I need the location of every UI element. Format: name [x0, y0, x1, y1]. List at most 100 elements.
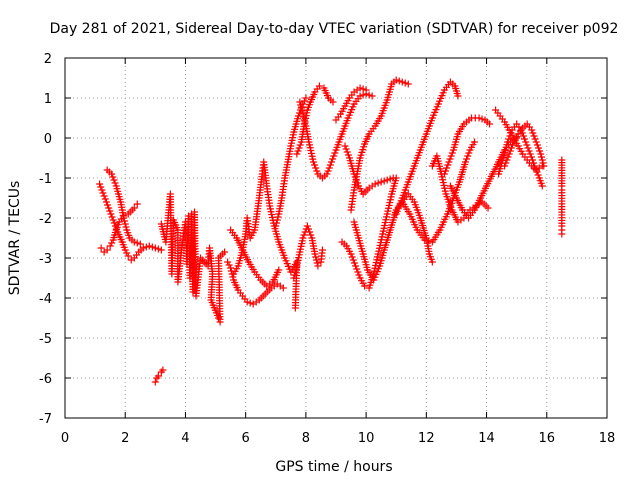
data-point-fill: [121, 220, 129, 228]
data-point: [136, 240, 144, 248]
y-tick-label: -3: [39, 252, 52, 267]
data-point-fill: [306, 228, 314, 236]
data-point-fill: [249, 266, 257, 273]
data-point-fill: [304, 135, 312, 143]
data-point-fill: [507, 129, 515, 137]
data-point-fill: [443, 164, 451, 172]
data-point-fill: [291, 271, 299, 279]
data-point-fill: [231, 231, 239, 239]
x-tick-label: 12: [418, 431, 435, 446]
data-point-fill: [265, 199, 273, 207]
data-point: [398, 78, 406, 86]
data-point-fill: [110, 176, 118, 184]
data-point-fill: [280, 177, 288, 185]
data-point-fill: [365, 91, 373, 99]
data-point-fill: [238, 249, 246, 257]
data-point-fill: [236, 289, 244, 297]
data-point-fill: [507, 144, 515, 152]
data-point-fill: [387, 193, 395, 201]
data-point-fill: [374, 179, 382, 187]
data-point-fill: [461, 161, 469, 168]
data-point-fill: [107, 210, 115, 218]
data-point-fill: [142, 243, 150, 251]
data-point-fill: [283, 161, 291, 169]
data-point-fill: [348, 91, 356, 99]
data-point-fill: [533, 168, 541, 176]
data-point-fill: [538, 156, 546, 164]
y-tick-label: -1: [39, 172, 52, 187]
data-point-fill: [513, 133, 521, 141]
data-point-fill: [114, 221, 122, 229]
data-point-fill: [122, 223, 130, 231]
data-point-fill: [529, 129, 537, 137]
data-point-fill: [382, 99, 390, 107]
data-point-fill: [517, 147, 525, 155]
data-point-fill: [521, 153, 529, 161]
data-point-fill: [173, 224, 181, 231]
data-point-fill: [321, 172, 329, 180]
data-point-fill: [354, 95, 362, 103]
data-point-fill: [427, 255, 435, 263]
x-axis-label: GPS time / hours: [275, 459, 392, 475]
data-point-fill: [350, 189, 358, 197]
data-point-fill: [344, 97, 352, 105]
data-point: [124, 252, 132, 260]
data-point-fill: [241, 233, 249, 241]
data-point-fill: [525, 147, 533, 155]
data-point-fill: [280, 251, 288, 259]
data-point-fill: [509, 141, 517, 149]
data-point: [302, 94, 310, 102]
data-point: [303, 222, 311, 230]
data-point-fill: [137, 246, 145, 254]
data-point-fill: [104, 201, 112, 209]
data-point-fill: [359, 85, 367, 93]
data-point-fill: [128, 236, 136, 244]
data-point-fill: [295, 144, 303, 152]
chart-title: Day 281 of 2021, Sidereal Day-to-day VTE…: [50, 21, 619, 37]
data-point: [404, 80, 412, 88]
y-tick-label: 0: [44, 132, 52, 147]
y-tick-label: -6: [39, 372, 52, 387]
data-point-fill: [409, 165, 417, 173]
data-point-fill: [323, 92, 331, 99]
data-point-fill: [342, 145, 350, 153]
data-point-fill: [241, 295, 249, 303]
data-point-fill: [376, 115, 384, 122]
data-point: [526, 150, 534, 158]
data-point-fill: [99, 189, 107, 197]
data-point-fill: [493, 160, 501, 168]
data-point-fill: [154, 245, 162, 253]
data-point: [96, 180, 104, 188]
data-point-fill: [310, 91, 318, 98]
data-point-fill: [527, 153, 535, 161]
data-point-fill: [300, 116, 308, 124]
data-point-fill: [117, 236, 125, 243]
data-point-fill: [530, 132, 538, 140]
data-point-fill: [534, 171, 542, 179]
data-point-fill: [465, 116, 473, 124]
data-point-fill: [125, 231, 133, 239]
data-point-fill: [219, 250, 227, 258]
data-point-fill: [289, 131, 297, 139]
data-point-fill: [273, 216, 281, 224]
data-point-fill: [403, 181, 411, 189]
data-point-fill: [537, 179, 545, 187]
x-tick-label: 2: [121, 431, 129, 446]
data-point-fill: [255, 273, 263, 281]
data-point: [501, 162, 509, 170]
data-point-fill: [300, 231, 308, 239]
data-point-fill: [531, 135, 539, 143]
data-point-fill: [421, 133, 429, 141]
data-point-fill: [425, 247, 433, 255]
x-tick-label: 8: [302, 431, 310, 446]
data-point-fill: [111, 229, 119, 236]
data-point-fill: [463, 155, 471, 163]
data-point: [296, 98, 304, 106]
data-point: [327, 158, 335, 166]
data-point-fill: [353, 86, 361, 94]
data-point: [133, 200, 141, 208]
data-point-fill: [363, 263, 371, 271]
data-point-fill: [346, 247, 354, 255]
data-point-fill: [318, 249, 326, 257]
data-point: [109, 216, 117, 224]
